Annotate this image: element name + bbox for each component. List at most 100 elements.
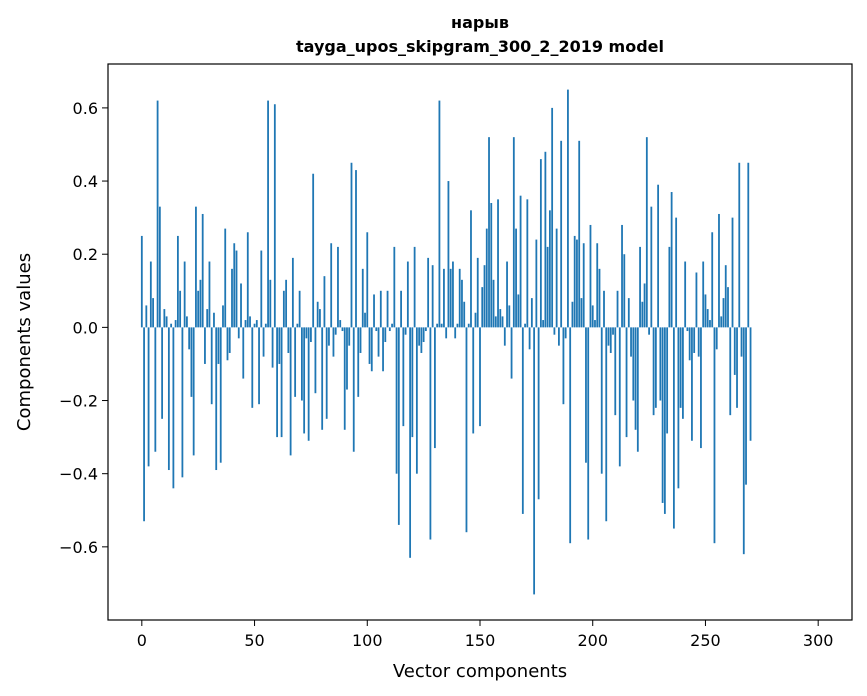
bar	[219, 327, 222, 463]
plot-frame	[107, 63, 853, 621]
bar	[156, 100, 159, 328]
bar	[332, 327, 335, 357]
bar	[382, 327, 384, 372]
bar	[409, 327, 412, 558]
bar	[503, 327, 506, 346]
bar	[506, 261, 508, 328]
bar	[334, 327, 337, 335]
bar	[397, 327, 400, 525]
bar	[485, 228, 488, 328]
x-tick-label: 100	[352, 631, 383, 650]
bar	[551, 107, 554, 328]
bar	[244, 320, 247, 328]
bar	[190, 327, 193, 397]
bar	[636, 327, 639, 452]
bar	[222, 305, 224, 328]
bar	[217, 327, 220, 364]
bar	[508, 305, 511, 328]
bar	[517, 294, 520, 328]
bar	[303, 327, 306, 434]
bar	[573, 235, 576, 328]
bar	[343, 327, 346, 430]
bar	[465, 327, 468, 533]
bar	[208, 261, 211, 328]
bar	[379, 290, 382, 328]
x-tick-label: 50	[244, 631, 264, 650]
bar	[273, 104, 276, 328]
y-axis-ticks: −0.6 −0.4 −0.2 0.0 0.2 0.4 0.6	[59, 99, 108, 557]
bar	[603, 290, 605, 328]
bar	[686, 327, 689, 332]
bar	[246, 232, 249, 328]
bar	[167, 327, 170, 471]
bar	[404, 327, 407, 335]
bar	[567, 89, 569, 328]
bar	[600, 327, 603, 474]
bar	[438, 100, 441, 328]
bar	[206, 309, 209, 328]
bar	[395, 327, 398, 474]
bar	[558, 327, 560, 346]
bar	[492, 279, 495, 328]
bar	[700, 327, 702, 449]
bar	[436, 323, 439, 328]
chart-title: нарыв	[451, 13, 509, 32]
bar	[429, 327, 432, 540]
bar	[582, 243, 585, 328]
bar	[179, 290, 182, 328]
bar	[422, 327, 425, 342]
y-tick-label: −0.6	[59, 538, 98, 557]
bar	[195, 206, 197, 328]
bar	[598, 268, 601, 328]
bar	[679, 327, 682, 408]
bar	[576, 239, 578, 328]
bar	[711, 232, 714, 328]
bar	[282, 290, 285, 328]
bar	[738, 162, 741, 328]
bar	[352, 327, 355, 452]
bar	[580, 298, 583, 328]
bar	[170, 323, 173, 328]
bar	[688, 327, 691, 361]
bar	[228, 327, 231, 353]
bar	[704, 294, 707, 328]
bar	[548, 210, 551, 328]
bar	[260, 250, 263, 328]
bar	[677, 327, 680, 489]
bar	[300, 327, 303, 401]
bar	[186, 316, 188, 328]
bar	[585, 327, 587, 463]
bar	[377, 327, 380, 357]
bar	[188, 327, 191, 350]
bar	[183, 261, 186, 328]
bar	[305, 327, 308, 339]
bar	[652, 327, 655, 416]
bar	[276, 327, 278, 438]
bar	[456, 323, 459, 328]
bar	[621, 224, 623, 328]
bar	[350, 162, 353, 328]
x-axis-label: Vector components	[393, 661, 567, 682]
bar	[720, 316, 723, 328]
bar	[713, 327, 716, 544]
bar	[176, 235, 179, 328]
bar	[434, 327, 436, 449]
bar	[695, 272, 698, 328]
bar	[510, 327, 513, 379]
bar	[310, 327, 312, 342]
bar	[251, 327, 254, 408]
bar	[524, 323, 526, 328]
bar	[201, 213, 204, 328]
bar	[747, 162, 750, 328]
y-tick-label: 0.4	[73, 172, 98, 191]
bar	[612, 327, 614, 335]
bar	[630, 327, 632, 357]
bar	[458, 268, 461, 328]
bar	[715, 327, 718, 350]
bar	[328, 327, 330, 346]
bar	[154, 327, 157, 452]
bar	[278, 327, 281, 364]
bar	[267, 100, 269, 328]
bar	[607, 327, 610, 346]
bar	[242, 327, 245, 379]
